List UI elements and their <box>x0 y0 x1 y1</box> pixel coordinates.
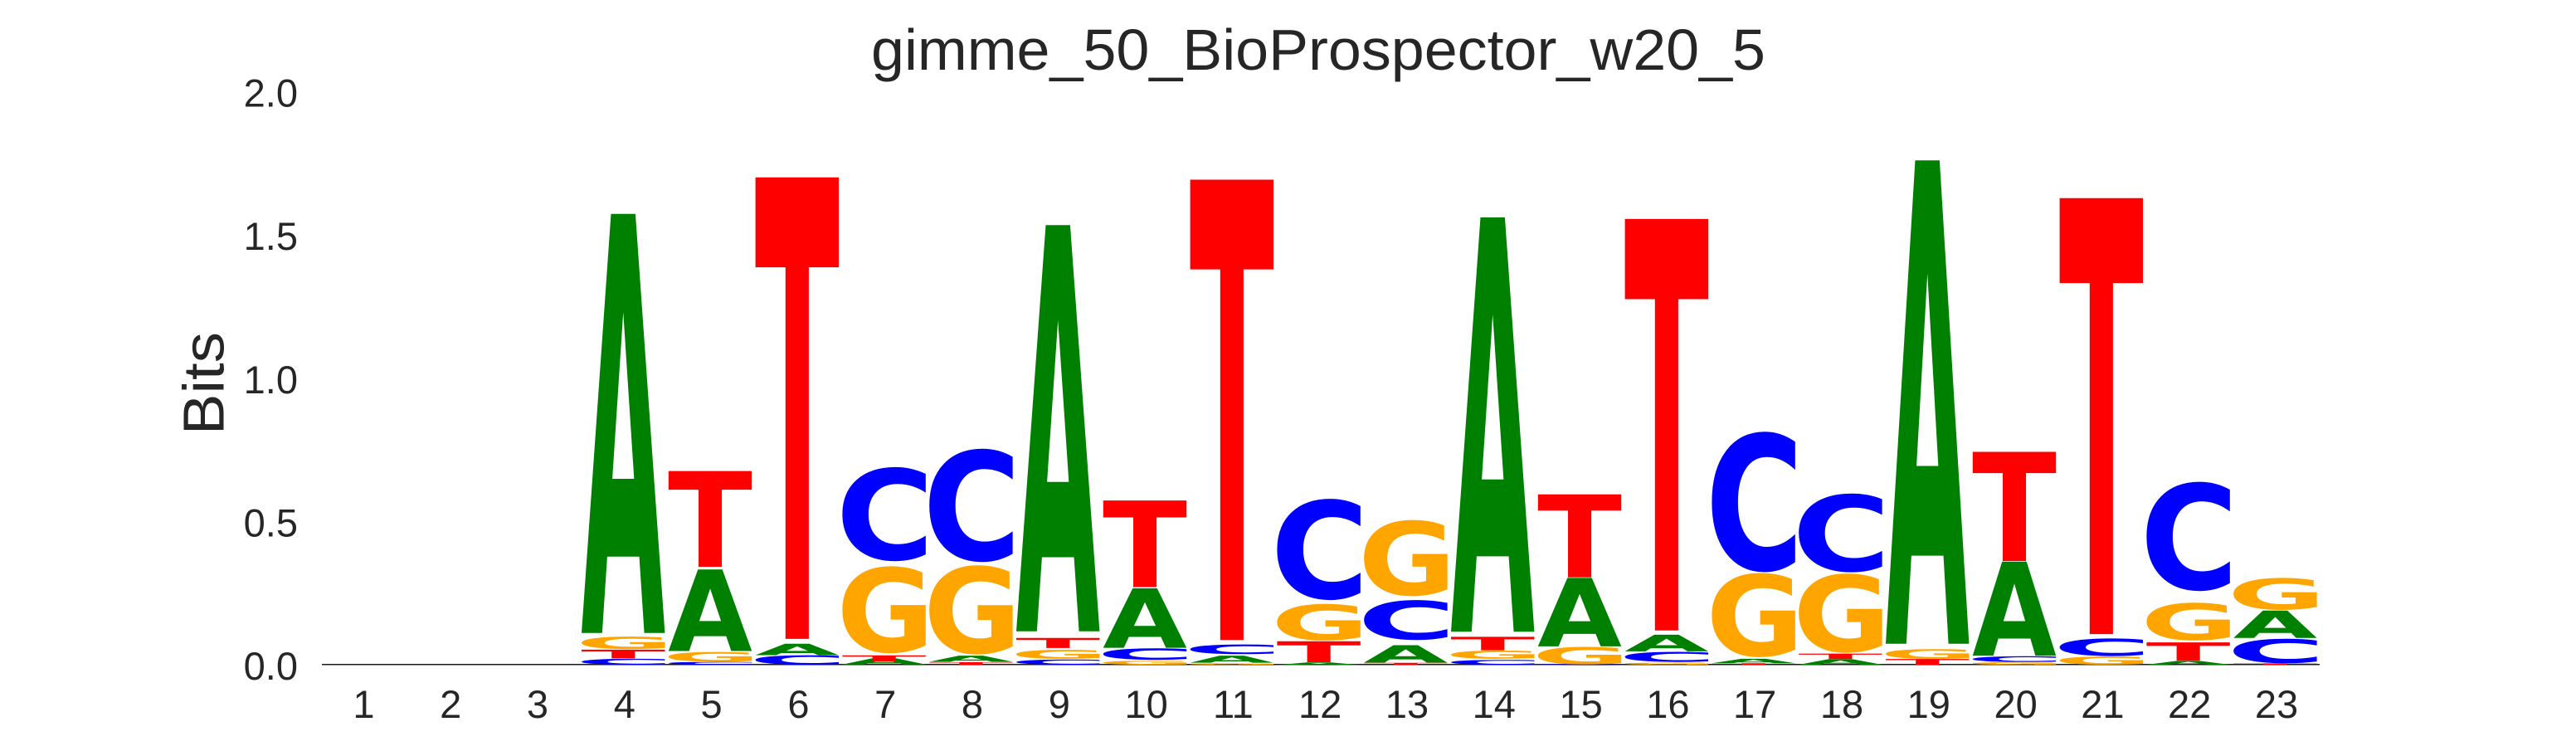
svg-text:0.5: 0.5 <box>244 500 298 544</box>
svg-text:4: 4 <box>614 682 635 726</box>
svg-text:16: 16 <box>1646 682 1689 726</box>
svg-text:23: 23 <box>2255 682 2298 726</box>
svg-text:0.0: 0.0 <box>244 644 298 688</box>
svg-text:2.0: 2.0 <box>244 71 298 115</box>
svg-text:7: 7 <box>874 682 896 726</box>
svg-text:gimme_50_BioProspector_w20_5: gimme_50_BioProspector_w20_5 <box>871 17 1765 82</box>
svg-text:5: 5 <box>701 682 723 726</box>
svg-text:2: 2 <box>440 682 461 726</box>
svg-text:1.5: 1.5 <box>244 214 298 258</box>
svg-text:6: 6 <box>787 682 809 726</box>
svg-text:18: 18 <box>1820 682 1863 726</box>
svg-text:20: 20 <box>1994 682 2037 726</box>
svg-text:22: 22 <box>2168 682 2211 726</box>
svg-text:Bits: Bits <box>172 332 236 435</box>
svg-text:1: 1 <box>353 682 374 726</box>
svg-text:3: 3 <box>527 682 548 726</box>
svg-text:12: 12 <box>1298 682 1342 726</box>
svg-text:9: 9 <box>1049 682 1070 726</box>
svg-text:11: 11 <box>1213 682 1254 726</box>
svg-text:21: 21 <box>2081 682 2124 726</box>
svg-text:13: 13 <box>1385 682 1429 726</box>
svg-text:8: 8 <box>962 682 983 726</box>
svg-text:17: 17 <box>1733 682 1776 726</box>
svg-text:10: 10 <box>1124 682 1167 726</box>
svg-text:1.0: 1.0 <box>244 358 298 402</box>
svg-text:15: 15 <box>1559 682 1602 726</box>
svg-text:14: 14 <box>1473 682 1516 726</box>
svg-text:19: 19 <box>1907 682 1950 726</box>
